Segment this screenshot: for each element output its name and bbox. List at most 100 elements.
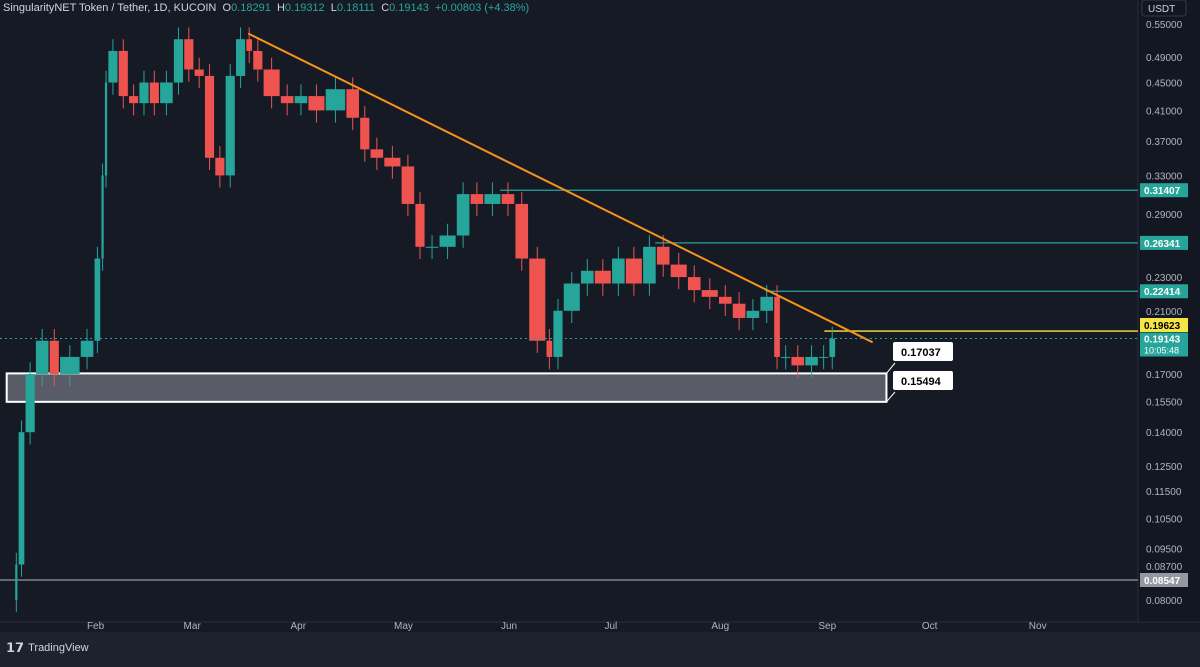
candle-body — [194, 69, 204, 76]
candle-body — [80, 340, 94, 357]
candle-body — [719, 296, 732, 304]
y-tick-label: 0.17000 — [1146, 370, 1183, 381]
candle-body — [173, 39, 184, 83]
candle-body — [294, 96, 308, 104]
x-tick-label: Jul — [604, 621, 617, 632]
candle-body — [236, 39, 246, 76]
candle-body — [594, 270, 611, 284]
candle-body — [104, 82, 108, 176]
close-value: 0.19143 — [389, 2, 429, 14]
candle-body — [35, 340, 49, 375]
candle-body — [370, 149, 384, 158]
x-tick-label: Oct — [922, 621, 938, 632]
candle-body — [139, 82, 149, 104]
candle-body — [563, 283, 580, 311]
last-price-label: 0.19143 — [1144, 334, 1181, 345]
candle-body — [515, 203, 529, 259]
y-tick-label: 0.49000 — [1146, 53, 1183, 64]
level-price-tag — [1140, 284, 1188, 299]
candle-body — [425, 246, 439, 248]
change-value: +0.00803 (+4.38%) — [435, 2, 530, 14]
y-tick-label: 0.11500 — [1146, 487, 1182, 498]
candle-body — [701, 290, 718, 297]
candle-body — [263, 69, 280, 97]
support-zone — [5, 372, 888, 403]
candle-body — [791, 356, 805, 366]
candle-body — [529, 258, 546, 341]
x-tick-label: Nov — [1029, 621, 1047, 632]
candle-body — [746, 310, 760, 318]
candle-body — [829, 338, 836, 357]
level-price-label: 0.26341 — [1144, 239, 1181, 250]
candle-body — [118, 50, 128, 97]
candle-body — [101, 175, 104, 259]
y-tick-label: 0.23000 — [1146, 273, 1183, 284]
x-tick-label: Jun — [501, 621, 517, 632]
symbol-title[interactable]: SingularityNET Token / Tether, 1D, KUCOI… — [3, 2, 217, 14]
candle-body — [656, 246, 670, 265]
y-tick-label: 0.15500 — [1146, 398, 1183, 409]
x-tick-label: Apr — [291, 621, 307, 632]
y-tick-label: 0.41000 — [1146, 106, 1183, 117]
y-tick-label: 0.09500 — [1146, 544, 1183, 555]
candle-body — [108, 50, 118, 83]
zone-label-box — [893, 342, 953, 361]
candle-body — [439, 235, 456, 247]
y-tick-label: 0.55000 — [1146, 20, 1183, 31]
currency-button — [1141, 0, 1187, 17]
candle-body — [184, 39, 194, 70]
candle-body — [25, 374, 35, 433]
candle-body — [484, 194, 501, 204]
y-tick-label: 0.29000 — [1146, 210, 1183, 221]
zone-price-label: 0.17037 — [901, 347, 941, 359]
y-tick-label: 0.21000 — [1146, 307, 1183, 318]
candle-body — [149, 82, 159, 104]
high-value: 0.19312 — [284, 2, 325, 14]
candle-body — [49, 340, 59, 375]
candle-body — [805, 356, 818, 366]
level-price-label: 0.19623 — [1144, 321, 1181, 332]
candle-body — [415, 203, 425, 247]
y-tick-label: 0.33000 — [1146, 171, 1183, 182]
bar-countdown: 10:05:48 — [1144, 345, 1179, 355]
y-tick-label: 0.08700 — [1146, 562, 1183, 573]
candle-body — [225, 75, 235, 176]
candle-body — [625, 258, 642, 284]
candle-body — [643, 246, 656, 284]
tradingview-logo[interactable]: 𝟭𝟳 TradingView — [6, 640, 89, 655]
candle-body — [129, 96, 139, 104]
descending-trendline — [247, 32, 874, 344]
candle-body — [819, 356, 829, 358]
x-tick-label: Feb — [87, 621, 105, 632]
candle-body — [60, 356, 80, 375]
candle-body — [456, 194, 470, 236]
candle-body — [160, 82, 173, 104]
y-tick-label: 0.37000 — [1146, 137, 1183, 148]
zone-label-box — [893, 371, 953, 390]
candle-body — [246, 39, 253, 51]
price-axis — [1138, 0, 1200, 622]
candle-body — [687, 277, 701, 291]
level-price-label: 0.31407 — [1144, 186, 1181, 197]
y-tick-label: 0.45000 — [1146, 79, 1183, 90]
footer-bar — [0, 632, 1200, 667]
level-price-label: 0.08547 — [1144, 576, 1181, 587]
candle-body — [94, 258, 101, 341]
candle-body — [346, 89, 359, 118]
candle-body — [546, 340, 553, 357]
low-value: 0.18111 — [336, 2, 376, 14]
y-tick-label: 0.08000 — [1146, 596, 1183, 607]
open-value: 0.18291 — [231, 2, 271, 14]
candle-body — [384, 157, 401, 167]
candle-body — [18, 432, 25, 565]
candle-body — [253, 50, 263, 70]
candle-body — [581, 270, 594, 284]
currency-label: USDT — [1148, 4, 1175, 15]
x-tick-label: May — [394, 621, 413, 632]
y-tick-label: 0.10500 — [1146, 514, 1183, 525]
candle-body — [15, 564, 18, 600]
zone-price-label: 0.15494 — [901, 376, 942, 388]
zone-label-pointer — [886, 362, 896, 374]
